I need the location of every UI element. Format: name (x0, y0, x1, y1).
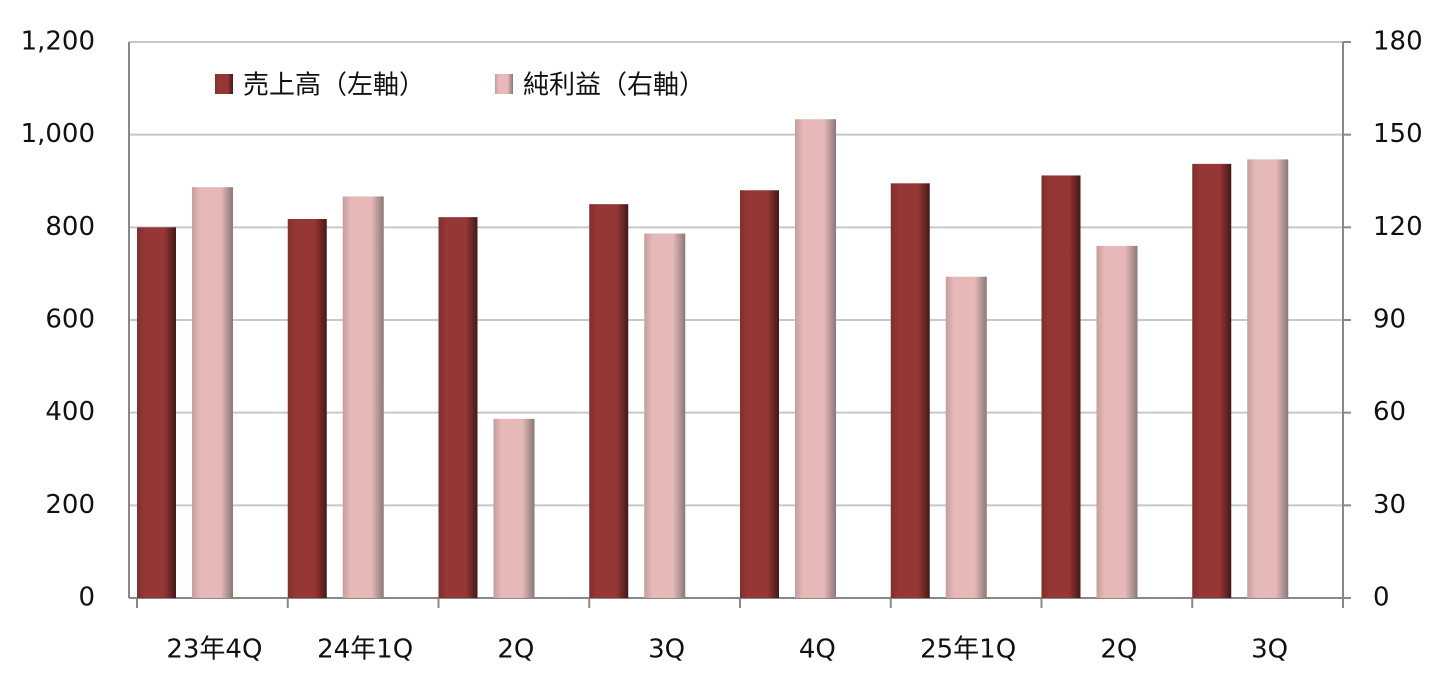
bar (1096, 245, 1138, 598)
y-tick-label: 0 (78, 583, 95, 613)
y2-tick-label: 90 (1373, 305, 1406, 335)
bar (1247, 159, 1289, 598)
y2-tick-label: 180 (1373, 27, 1423, 57)
y-tick-label: 600 (45, 305, 95, 335)
x-tick-label: 3Q (648, 635, 685, 665)
y2-tick-label: 30 (1373, 490, 1406, 520)
bar (945, 276, 987, 598)
x-tick-label: 3Q (1251, 635, 1288, 665)
bar (589, 204, 629, 598)
y-tick-label: 800 (45, 212, 95, 242)
y2-tick-label: 0 (1373, 583, 1390, 613)
y-tick-label: 400 (45, 397, 95, 427)
bar (795, 119, 836, 598)
legend-label: 売上高（左軸） (243, 71, 425, 101)
bar (137, 227, 176, 599)
y2-tick-label: 120 (1373, 212, 1423, 242)
bar (740, 190, 779, 598)
y-tick-label: 1,000 (21, 119, 95, 149)
y-tick-label: 1,200 (21, 27, 95, 57)
bar (342, 196, 384, 598)
x-tick-label: 4Q (799, 635, 836, 665)
bar (438, 217, 478, 598)
bar (644, 233, 686, 598)
x-tick-label: 24年1Q (317, 635, 413, 665)
bar (192, 187, 233, 598)
y2-tick-label: 150 (1373, 119, 1423, 149)
x-tick-label: 2Q (497, 635, 534, 665)
x-tick-label: 23年4Q (166, 635, 262, 665)
bar (493, 418, 535, 598)
bar (1041, 175, 1081, 598)
bar (287, 218, 327, 598)
legend-swatch (495, 74, 514, 94)
bar (890, 183, 930, 599)
legend-swatch (215, 74, 233, 94)
legend-label: 純利益（右軸） (523, 71, 705, 101)
y-tick-label: 200 (45, 490, 95, 520)
x-tick-label: 25年1Q (920, 635, 1016, 665)
x-tick-label: 2Q (1100, 635, 1137, 665)
bar (1192, 163, 1232, 598)
y2-tick-label: 60 (1373, 397, 1406, 427)
